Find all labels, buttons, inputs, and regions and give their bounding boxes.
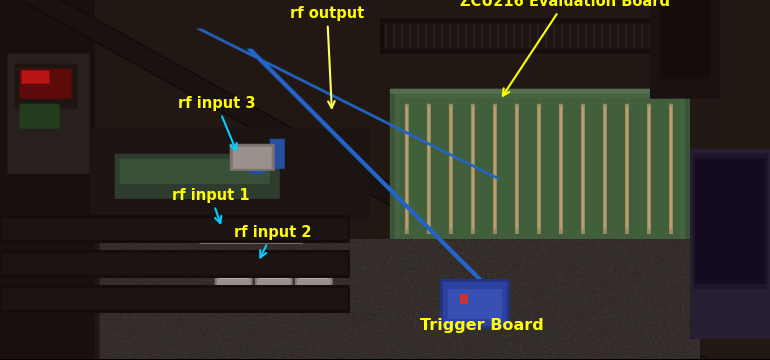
Text: rf output: rf output bbox=[290, 6, 364, 108]
Text: rf input 3: rf input 3 bbox=[178, 96, 256, 150]
Text: rf input 2: rf input 2 bbox=[234, 225, 312, 257]
Text: ZCU216 Evaluation Board: ZCU216 Evaluation Board bbox=[460, 0, 670, 96]
Text: Trigger Board: Trigger Board bbox=[420, 318, 544, 333]
Text: rf input 1: rf input 1 bbox=[172, 188, 249, 223]
